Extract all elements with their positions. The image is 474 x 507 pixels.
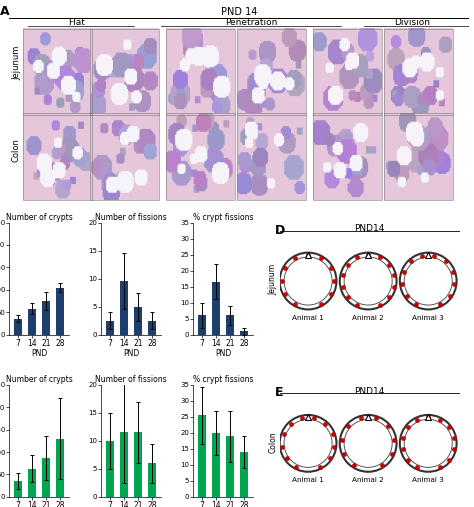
- Text: Jejunum: Jejunum: [12, 46, 21, 80]
- Bar: [384, 113, 453, 200]
- Bar: [226, 436, 234, 497]
- Bar: [240, 332, 248, 335]
- Bar: [106, 441, 114, 497]
- Title: Number of crypts: Number of crypts: [6, 213, 73, 222]
- Bar: [237, 113, 306, 200]
- Bar: [226, 315, 234, 335]
- Bar: [166, 113, 235, 200]
- Bar: [106, 320, 114, 335]
- Text: PND14: PND14: [355, 386, 385, 395]
- Bar: [56, 439, 64, 497]
- Title: Number of crypts: Number of crypts: [6, 375, 73, 384]
- Bar: [313, 113, 382, 200]
- Bar: [212, 282, 220, 335]
- Text: E: E: [275, 386, 284, 399]
- Bar: [23, 29, 92, 115]
- Bar: [384, 29, 453, 115]
- Title: % crypt fissions: % crypt fissions: [193, 375, 253, 384]
- Text: PND14: PND14: [355, 224, 385, 233]
- Text: Animal 3: Animal 3: [412, 477, 444, 483]
- Bar: [28, 468, 36, 497]
- Text: Colon: Colon: [269, 431, 278, 453]
- Text: Colon: Colon: [12, 138, 21, 162]
- Bar: [313, 29, 382, 115]
- X-axis label: PND: PND: [123, 349, 139, 358]
- Bar: [198, 415, 206, 497]
- Bar: [42, 458, 50, 497]
- Bar: [240, 452, 248, 497]
- Bar: [14, 319, 22, 335]
- Bar: [148, 463, 156, 497]
- Title: Number of fissions: Number of fissions: [95, 213, 167, 222]
- Text: PND 14: PND 14: [221, 7, 257, 17]
- Bar: [134, 432, 142, 497]
- Bar: [90, 113, 159, 200]
- Text: Animal 1: Animal 1: [292, 315, 324, 321]
- Bar: [212, 433, 220, 497]
- Bar: [28, 309, 36, 335]
- Bar: [120, 432, 128, 497]
- Text: Division: Division: [394, 18, 430, 27]
- X-axis label: PND: PND: [31, 349, 47, 358]
- Bar: [237, 29, 306, 115]
- Bar: [90, 29, 159, 115]
- Bar: [134, 307, 142, 335]
- Text: Animal 3: Animal 3: [412, 315, 444, 321]
- Text: Animal 1: Animal 1: [292, 477, 324, 483]
- Title: % crypt fissions: % crypt fissions: [193, 213, 253, 222]
- Text: Animal 2: Animal 2: [352, 315, 384, 321]
- Text: Animal 2: Animal 2: [352, 477, 384, 483]
- Bar: [198, 315, 206, 335]
- Bar: [14, 481, 22, 497]
- Bar: [42, 301, 50, 335]
- Text: D: D: [275, 224, 285, 237]
- Bar: [56, 287, 64, 335]
- Bar: [166, 29, 235, 115]
- Bar: [148, 320, 156, 335]
- Text: A: A: [0, 5, 10, 18]
- Bar: [120, 281, 128, 335]
- Title: Number of fissions: Number of fissions: [95, 375, 167, 384]
- Text: Penetration: Penetration: [225, 18, 277, 27]
- Text: Flat: Flat: [68, 18, 84, 27]
- Bar: [23, 113, 92, 200]
- X-axis label: PND: PND: [215, 349, 231, 358]
- Text: Jejunum: Jejunum: [269, 264, 278, 296]
